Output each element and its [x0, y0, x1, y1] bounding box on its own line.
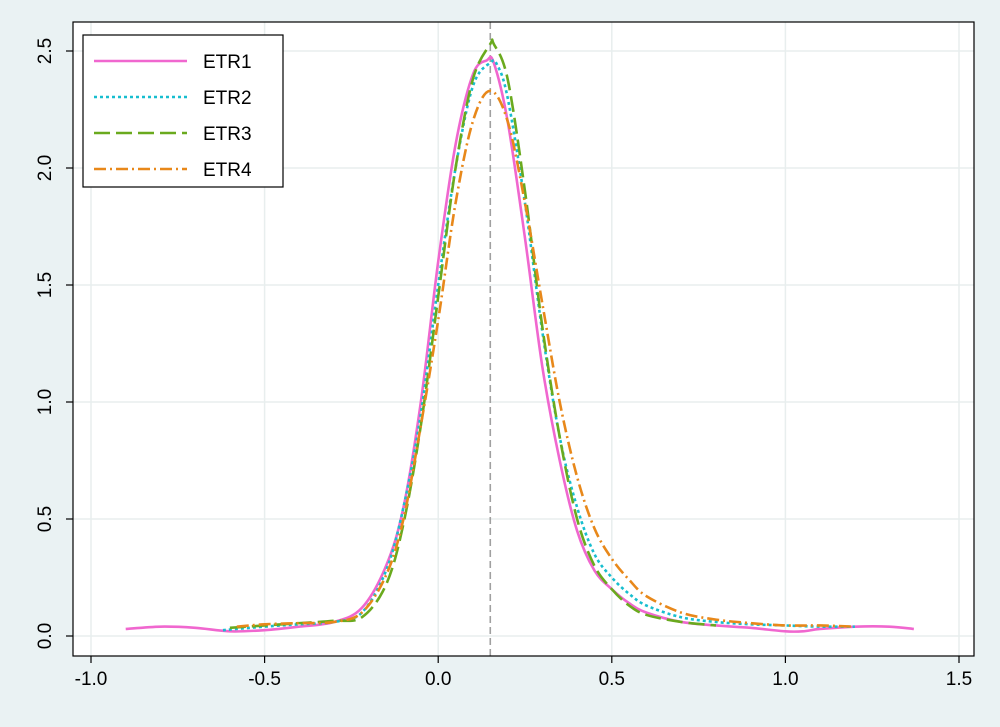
gridlines	[73, 22, 974, 656]
legend-box	[82, 34, 284, 188]
legend-label: ETR4	[203, 160, 252, 181]
y-tick-label: 0.0	[35, 623, 56, 649]
y-tick-label: 1.5	[35, 272, 56, 298]
series-line-etr2	[222, 59, 855, 632]
x-tick-label: -0.5	[248, 669, 281, 690]
series-lines	[125, 38, 914, 633]
legend: ETR1 ETR2 ETR3 ETR4	[82, 34, 284, 188]
y-tick-label: 1.0	[35, 389, 56, 415]
plot-frame	[72, 21, 975, 657]
x-tick-label: 0.5	[599, 669, 625, 690]
x-tick-label: 1.0	[772, 669, 798, 690]
x-tick-label: -1.0	[75, 669, 108, 690]
x-axis: -1.0 -0.5 0.0 0.5 1.0 1.5	[75, 656, 972, 690]
y-tick-label: 2.0	[35, 155, 56, 181]
legend-label: ETR2	[203, 88, 252, 109]
series-line-etr3	[229, 38, 717, 630]
x-tick-label: 0.0	[425, 669, 451, 690]
y-tick-label: 2.5	[35, 38, 56, 64]
y-axis: 0.0 0.5 1.0 1.5 2.0 2.5	[35, 38, 73, 649]
legend-label: ETR1	[203, 52, 252, 73]
x-tick-label: 1.5	[946, 669, 972, 690]
legend-label: ETR3	[203, 124, 252, 145]
y-tick-label: 0.5	[35, 506, 56, 532]
series-line-etr4	[236, 89, 855, 628]
